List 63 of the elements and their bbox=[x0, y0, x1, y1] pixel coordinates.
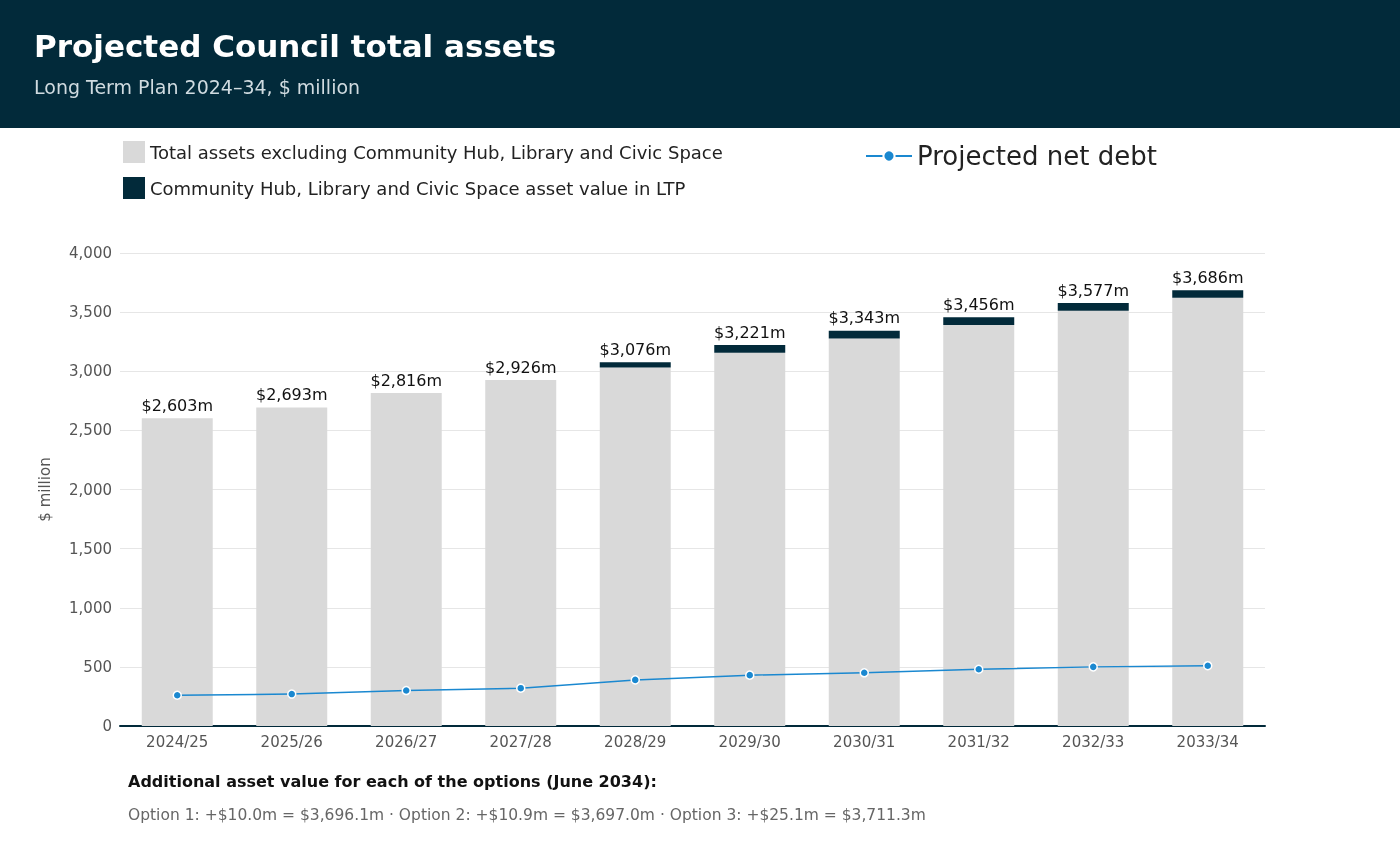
point bbox=[1088, 662, 1098, 672]
point bbox=[859, 668, 869, 678]
point bbox=[287, 689, 297, 699]
y-tick-label: 1,500 bbox=[69, 539, 112, 558]
legend-label: Projected net debt bbox=[917, 141, 1157, 171]
point bbox=[172, 690, 182, 700]
total-label: $2,693m bbox=[255, 385, 328, 405]
bar bbox=[943, 317, 1015, 326]
bar bbox=[714, 345, 786, 353]
point bbox=[1203, 660, 1213, 671]
bar bbox=[370, 393, 442, 726]
total-label: $3,686m bbox=[1171, 267, 1244, 287]
point bbox=[401, 685, 411, 696]
bar bbox=[256, 407, 328, 726]
x-tick-label: 2030/31 bbox=[833, 732, 896, 751]
y-tick-label: 2,500 bbox=[69, 421, 112, 440]
chart-subtitle: Long Term Plan 2024–34, $ million bbox=[34, 76, 362, 98]
point bbox=[630, 675, 640, 685]
x-tick-label: 2026/27 bbox=[375, 732, 438, 751]
text: Option 1: +$10.0m = $3,696.1m · Option 2: +$10.9m = $3,697.0m · Option 3: +$25.1m = $3,711.3m bbox=[128, 806, 926, 824]
x-tick-label: 2029/30 bbox=[718, 732, 781, 751]
chart-title: Projected Council total assets bbox=[34, 27, 558, 64]
y-tick-label: 3,500 bbox=[69, 303, 112, 322]
bar bbox=[714, 352, 786, 726]
y-tick-label: 500 bbox=[83, 657, 112, 676]
total-label: $3,577m bbox=[1057, 280, 1130, 300]
total-label: $3,076m bbox=[599, 339, 672, 359]
total-label: $3,456m bbox=[942, 294, 1015, 314]
bar bbox=[1172, 290, 1244, 298]
total-label: $3,343m bbox=[828, 308, 901, 328]
bar bbox=[1172, 297, 1244, 726]
y-tick-label: 4,000 bbox=[69, 244, 112, 262]
bar bbox=[141, 418, 213, 726]
bar bbox=[943, 325, 1015, 726]
bar bbox=[828, 338, 900, 726]
total-label: $2,603m bbox=[141, 395, 214, 415]
x-tick-label: 2028/29 bbox=[604, 732, 667, 751]
x-tick-label: 2025/26 bbox=[260, 732, 323, 751]
x-tick-label: 2032/33 bbox=[1062, 732, 1125, 751]
bar bbox=[1057, 303, 1129, 311]
y-axis-title: $ million bbox=[35, 457, 54, 522]
legend-label: Community Hub, Library and Civic Space asset value in LTP bbox=[150, 177, 686, 199]
bar bbox=[485, 380, 557, 726]
total-label: $2,926m bbox=[484, 357, 557, 377]
y-tick-label: 2,000 bbox=[69, 480, 112, 499]
x-tick-label: 2031/32 bbox=[947, 732, 1010, 751]
y-tick-label: 3,000 bbox=[69, 362, 112, 381]
bar bbox=[599, 367, 671, 726]
total-label: $2,816m bbox=[370, 370, 443, 390]
legend-label: Total assets excluding Community Hub, Library and Civic Space bbox=[149, 141, 723, 163]
bar bbox=[1057, 310, 1129, 726]
y-tick-label: 0 bbox=[102, 717, 112, 735]
y-tick-label: 1,000 bbox=[69, 598, 112, 617]
point bbox=[974, 664, 984, 674]
bar bbox=[599, 362, 671, 368]
text: Additional asset value for each of the options (June 2034): bbox=[128, 772, 657, 791]
point bbox=[745, 670, 755, 680]
bar bbox=[828, 330, 900, 339]
total-label: $3,221m bbox=[713, 322, 786, 342]
x-tick-label: 2033/34 bbox=[1176, 732, 1239, 751]
x-tick-label: 2024/25 bbox=[146, 732, 209, 751]
point bbox=[516, 683, 526, 693]
x-tick-label: 2027/28 bbox=[489, 732, 552, 751]
